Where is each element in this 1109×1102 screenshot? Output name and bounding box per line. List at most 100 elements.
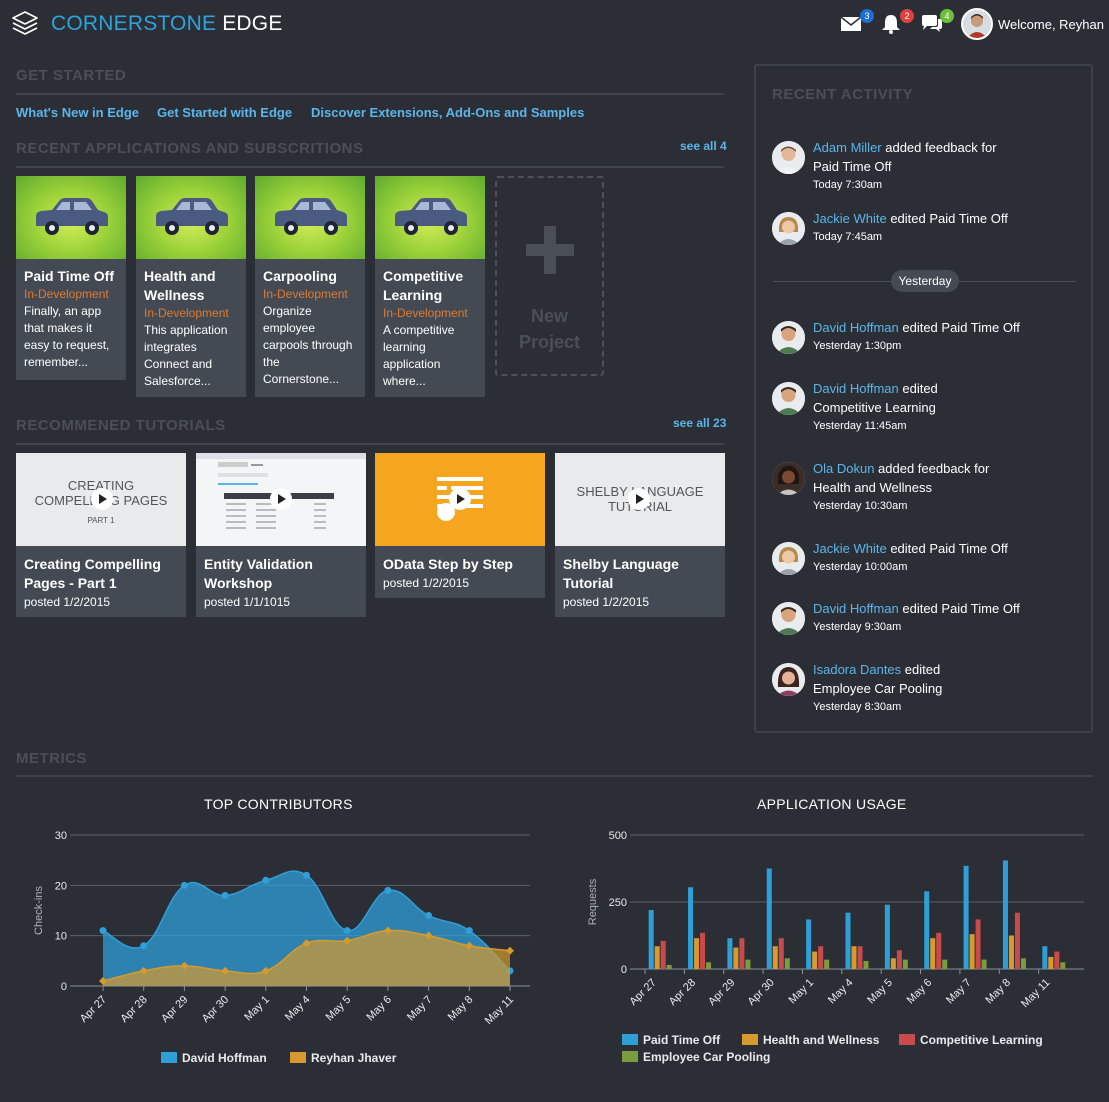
get-started-link[interactable]: Get Started with Edge [157, 105, 293, 120]
recent-apps-heading: RECENT APPLICATIONS AND SUBSCRITIONS [16, 140, 364, 157]
top-contributors-chart[interactable]: 0 10 20 30 Check-ins Apr 27 Apr 28 Apr 29 Apr 30… [0, 820, 550, 1080]
new-project-label: New Project [497, 303, 602, 355]
activity-user-link[interactable]: David Hoffman [813, 381, 899, 396]
app-card-paid-time-off[interactable]: Paid Time Off In-Development Finally, an… [16, 176, 126, 380]
app-title-line-1: Competitive [383, 268, 464, 284]
x-tick-label: Apr 30 [200, 994, 231, 1025]
tutorial-title-line-2: Tutorial [563, 575, 614, 591]
activity-target[interactable]: Paid Time Off [929, 211, 1008, 226]
activity-target[interactable]: Paid Time Off [813, 159, 892, 174]
play-icon[interactable] [449, 488, 471, 510]
see-all-tutorials-link[interactable]: see all 23 [673, 416, 727, 430]
y-tick-label: 500 [609, 830, 627, 842]
activity-user-link[interactable]: David Hoffman [813, 320, 899, 335]
app-title-line-1: Health and [144, 268, 216, 284]
whats-new-link[interactable]: What's New in Edge [16, 105, 139, 120]
activity-user-link[interactable]: Jackie White [813, 541, 887, 556]
car-icon [275, 198, 347, 235]
application-usage-chart[interactable]: 0 250 500 Requests Apr 27 Apr 28 Apr 29 Apr 30 M… [560, 820, 1109, 1080]
bar-paid-time-off [1002, 860, 1008, 969]
play-icon[interactable] [91, 488, 113, 510]
tutorial-thumbnail: CREATING COMPELLING PAGES PART 1 [16, 453, 186, 546]
user-avatar[interactable] [961, 8, 993, 40]
notifications-button[interactable]: 2 [880, 9, 914, 36]
app-card-competitive-learning[interactable]: Competitive Learning In-Development A com… [375, 176, 485, 397]
app-description-line: the [263, 355, 280, 369]
bar-paid-time-off [648, 910, 654, 969]
app-description-line: remember... [24, 355, 89, 369]
activity-target[interactable]: Health and Wellness [813, 480, 932, 495]
x-tick-label: May 4 [826, 977, 856, 1007]
avatar-image [772, 321, 805, 354]
activity-target[interactable]: Competitive Learning [813, 400, 936, 415]
brand-name[interactable]: CORNERSTONE EDGE [51, 12, 283, 36]
legend-label: Reyhan Jhaver [311, 1051, 397, 1065]
play-icon[interactable] [628, 488, 650, 510]
activity-user-link[interactable]: Isadora Dantes [813, 662, 902, 677]
app-description-line: where... [383, 374, 426, 388]
avatar [772, 602, 805, 635]
bar-employee-car-pooling [745, 959, 751, 969]
activity-user-link[interactable]: Ola Dokun [813, 461, 875, 476]
bar-competitive-learning [857, 946, 863, 969]
legend-label: David Hoffman [182, 1051, 267, 1065]
avatar [772, 382, 805, 415]
avatar [772, 321, 805, 354]
activity-text: Jackie White edited Paid Time Off Yester… [813, 539, 1083, 576]
app-description-line: application [383, 357, 441, 371]
mail-button[interactable]: 3 [840, 9, 874, 36]
activity-target[interactable]: Paid Time Off [941, 601, 1020, 616]
bar-employee-car-pooling [784, 958, 790, 969]
layers-logo-icon[interactable] [10, 9, 40, 39]
play-icon[interactable] [270, 488, 292, 510]
activity-user-link[interactable]: David Hoffman [813, 601, 899, 616]
x-tick-label: May 11 [483, 994, 516, 1027]
tutorial-date: posted 1/2/2015 [24, 595, 111, 609]
bar-paid-time-off [766, 868, 772, 969]
bell-icon [882, 15, 900, 34]
data-point [221, 891, 229, 899]
app-title: Health and Wellness [136, 259, 246, 305]
tutorial-thumbnail [375, 453, 545, 546]
x-tick-label: May 6 [905, 977, 935, 1007]
app-card-health-and-wellness[interactable]: Health and Wellness In-Development This a… [136, 176, 246, 397]
activity-target[interactable]: Paid Time Off [941, 320, 1020, 335]
app-card-carpooling[interactable]: Carpooling In-Development Organize emplo… [255, 176, 365, 397]
activity-user-link[interactable]: Adam Miller [813, 140, 882, 155]
tutorial-card-entity-validation[interactable]: Entity Validation Workshop posted 1/1/101… [196, 453, 366, 617]
tutorial-title-line-1: Shelby Language [563, 556, 679, 572]
avatar-image [772, 462, 805, 495]
bar-employee-car-pooling [824, 959, 830, 969]
x-tick-label: Apr 27 [78, 994, 109, 1025]
tutorials-divider [16, 443, 724, 445]
activity-target[interactable]: Paid Time Off [929, 541, 1008, 556]
bar-employee-car-pooling [942, 959, 948, 969]
bar-competitive-learning [778, 938, 784, 969]
activity-user-link[interactable]: Jackie White [813, 211, 887, 226]
app-thumbnail [16, 176, 126, 259]
bar-competitive-learning [739, 938, 745, 969]
bar-employee-car-pooling [1060, 962, 1066, 969]
activity-text: David Hoffman edited Paid Time Off Yeste… [813, 599, 1083, 636]
avatar [772, 141, 805, 174]
bar-health-and-wellness [694, 938, 700, 969]
discover-extensions-link[interactable]: Discover Extensions, Add-Ons and Samples [311, 105, 585, 120]
app-description-line: that makes it [24, 321, 93, 335]
see-all-apps-link[interactable]: see all 4 [680, 139, 727, 153]
x-tick-label: May 7 [405, 994, 435, 1024]
activity-target[interactable]: Employee Car Pooling [813, 681, 943, 696]
chat-button[interactable]: 4 [920, 9, 954, 36]
tutorial-card-shelby-language[interactable]: SHELBY LANGUAGE TUTORIAL Shelby Language… [555, 453, 725, 617]
new-project-button[interactable]: New Project [495, 176, 604, 376]
welcome-text[interactable]: Welcome, Reyhan [998, 17, 1104, 32]
tutorial-title-line-1: Creating Compelling [24, 556, 161, 572]
app-description-line: A competitive [383, 323, 455, 337]
tutorial-card-creating-compelling-pages[interactable]: CREATING COMPELLING PAGES PART 1 Creatin… [16, 453, 186, 617]
metrics-divider [16, 775, 1093, 777]
tutorial-card-odata-step-by-step[interactable]: OData Step by Step posted 1/2/2015 [375, 453, 545, 598]
activity-text: Jackie White edited Paid Time Off Today … [813, 209, 1083, 246]
data-point [303, 871, 310, 879]
bar-paid-time-off [688, 887, 694, 969]
x-tick-label: May 4 [283, 994, 313, 1024]
activity-action: edited [898, 601, 942, 616]
